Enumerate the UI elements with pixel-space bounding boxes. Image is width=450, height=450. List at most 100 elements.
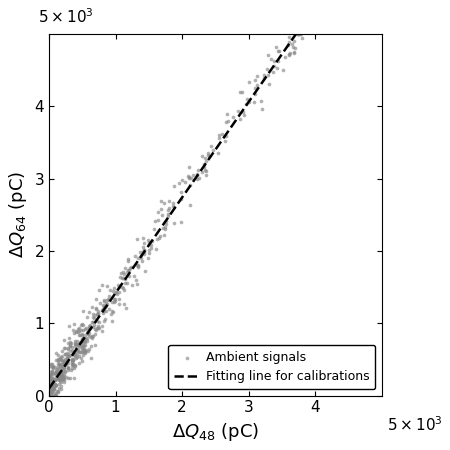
- Ambient signals: [89, 303, 96, 310]
- Ambient signals: [96, 324, 103, 332]
- Ambient signals: [115, 281, 122, 288]
- Ambient signals: [79, 334, 86, 342]
- Ambient signals: [140, 251, 147, 258]
- Ambient signals: [98, 323, 105, 330]
- Ambient signals: [229, 114, 236, 121]
- Ambient signals: [94, 307, 102, 315]
- Ambient signals: [57, 369, 64, 376]
- Ambient signals: [243, 96, 251, 103]
- Ambient signals: [78, 343, 86, 350]
- Ambient signals: [61, 337, 68, 344]
- Ambient signals: [69, 344, 76, 351]
- Ambient signals: [105, 296, 112, 303]
- Ambient signals: [89, 323, 96, 330]
- Ambient signals: [55, 380, 63, 387]
- Ambient signals: [241, 112, 248, 119]
- Ambient signals: [79, 336, 86, 343]
- Ambient signals: [169, 199, 176, 207]
- Ambient signals: [58, 372, 66, 379]
- Ambient signals: [79, 357, 86, 364]
- Ambient signals: [112, 288, 120, 296]
- Ambient signals: [71, 350, 78, 357]
- Ambient signals: [274, 57, 281, 64]
- Ambient signals: [47, 392, 54, 399]
- Ambient signals: [51, 376, 59, 383]
- Ambient signals: [148, 241, 155, 248]
- Ambient signals: [57, 356, 64, 363]
- Ambient signals: [146, 250, 153, 257]
- Ambient signals: [79, 349, 86, 356]
- Ambient signals: [221, 138, 229, 145]
- Ambient signals: [48, 388, 55, 396]
- Ambient signals: [55, 388, 62, 395]
- Ambient signals: [69, 356, 76, 364]
- Ambient signals: [121, 301, 128, 308]
- Ambient signals: [102, 304, 109, 311]
- Ambient signals: [274, 48, 282, 55]
- Ambient signals: [51, 382, 59, 390]
- Ambient signals: [79, 338, 86, 345]
- Ambient signals: [271, 58, 278, 65]
- Ambient signals: [118, 284, 125, 291]
- Ambient signals: [257, 98, 265, 105]
- Ambient signals: [47, 379, 54, 386]
- Ambient signals: [134, 235, 141, 243]
- Ambient signals: [84, 338, 91, 345]
- Ambient signals: [92, 295, 99, 302]
- Ambient signals: [79, 322, 86, 329]
- Ambient signals: [186, 174, 193, 181]
- Ambient signals: [205, 152, 212, 159]
- Ambient signals: [162, 224, 169, 231]
- Ambient signals: [184, 172, 192, 180]
- Ambient signals: [52, 392, 59, 399]
- Ambient signals: [139, 234, 146, 242]
- Ambient signals: [46, 386, 53, 393]
- Ambient signals: [55, 377, 63, 384]
- Ambient signals: [102, 300, 109, 307]
- Ambient signals: [203, 158, 210, 165]
- Ambient signals: [72, 344, 80, 351]
- Ambient signals: [58, 365, 66, 372]
- Ambient signals: [46, 386, 54, 393]
- Ambient signals: [105, 293, 112, 300]
- Ambient signals: [251, 85, 258, 92]
- Ambient signals: [61, 358, 68, 365]
- Ambient signals: [141, 247, 148, 254]
- Ambient signals: [106, 286, 113, 293]
- Ambient signals: [58, 368, 65, 375]
- Ambient signals: [56, 355, 63, 362]
- Ambient signals: [162, 225, 169, 232]
- Ambient signals: [142, 267, 149, 274]
- Ambient signals: [194, 166, 202, 173]
- Ambient signals: [47, 373, 54, 380]
- Ambient signals: [81, 325, 89, 333]
- Ambient signals: [89, 313, 96, 320]
- Ambient signals: [99, 302, 107, 309]
- Ambient signals: [78, 345, 86, 352]
- Ambient signals: [85, 324, 92, 332]
- Ambient signals: [64, 360, 71, 367]
- Ambient signals: [57, 362, 64, 369]
- Ambient signals: [111, 284, 118, 291]
- Ambient signals: [61, 368, 68, 375]
- Ambient signals: [60, 364, 68, 372]
- Ambient signals: [48, 392, 55, 399]
- Ambient signals: [289, 43, 296, 50]
- Ambient signals: [53, 376, 60, 383]
- Ambient signals: [91, 312, 99, 319]
- Ambient signals: [54, 388, 61, 396]
- Ambient signals: [52, 376, 59, 383]
- Ambient signals: [121, 287, 128, 294]
- Ambient signals: [52, 370, 59, 377]
- Ambient signals: [52, 357, 59, 364]
- Ambient signals: [60, 372, 68, 379]
- Ambient signals: [46, 375, 53, 382]
- Ambient signals: [140, 247, 148, 254]
- Ambient signals: [63, 356, 70, 364]
- Ambient signals: [295, 31, 302, 38]
- Ambient signals: [90, 314, 97, 321]
- Ambient signals: [121, 264, 128, 271]
- Ambient signals: [127, 264, 135, 271]
- Ambient signals: [273, 64, 280, 71]
- Ambient signals: [81, 345, 88, 352]
